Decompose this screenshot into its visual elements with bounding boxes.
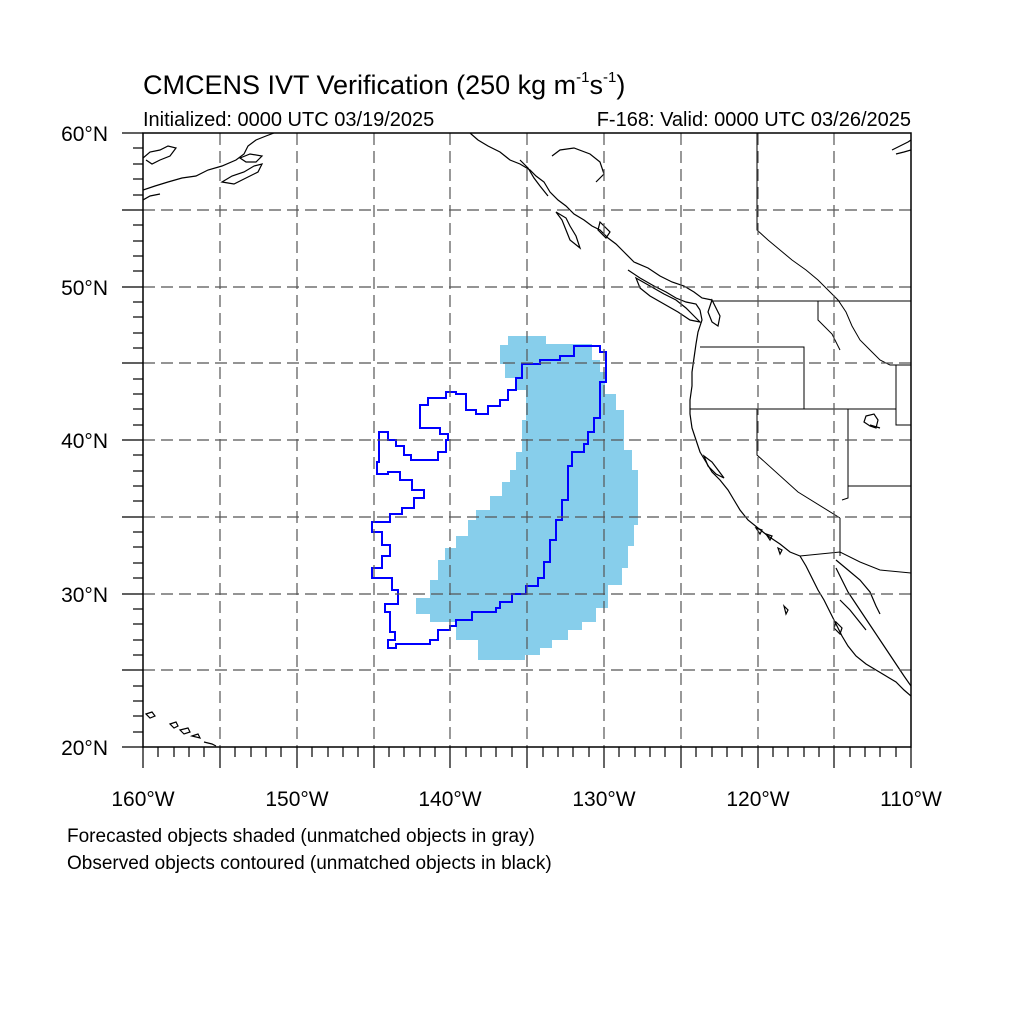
lat-label-50n: 50°N — [61, 277, 108, 300]
lat-label-20n: 20°N — [61, 737, 108, 760]
initialized-time: Initialized: 0000 UTC 03/19/2025 — [143, 109, 435, 131]
coastlines — [143, 133, 911, 747]
lon-label-150w: 150°W — [265, 788, 328, 811]
valid-time: F-168: Valid: 0000 UTC 03/26/2025 — [596, 109, 911, 131]
lat-label-40n: 40°N — [61, 430, 108, 453]
lon-label-140w: 140°W — [418, 788, 481, 811]
state-boundaries — [690, 133, 911, 574]
lat-label-60n: 60°N — [61, 123, 108, 146]
axis-ticks — [122, 132, 912, 768]
graticule — [143, 133, 911, 747]
map-title: CMCENS IVT Verification (250 kg m-1s-1) — [143, 69, 626, 100]
lon-label-110w: 110°W — [880, 788, 942, 811]
lon-label-130w: 130°W — [572, 788, 635, 811]
lon-label-120w: 120°W — [726, 788, 789, 811]
observed-object-contour — [371, 345, 607, 649]
lat-label-30n: 30°N — [61, 584, 108, 607]
lon-label-160w: 160°W — [111, 788, 174, 811]
legend-note-forecast: Forecasted objects shaded (unmatched obj… — [67, 826, 535, 847]
legend-note-observed: Observed objects contoured (unmatched ob… — [67, 853, 552, 874]
